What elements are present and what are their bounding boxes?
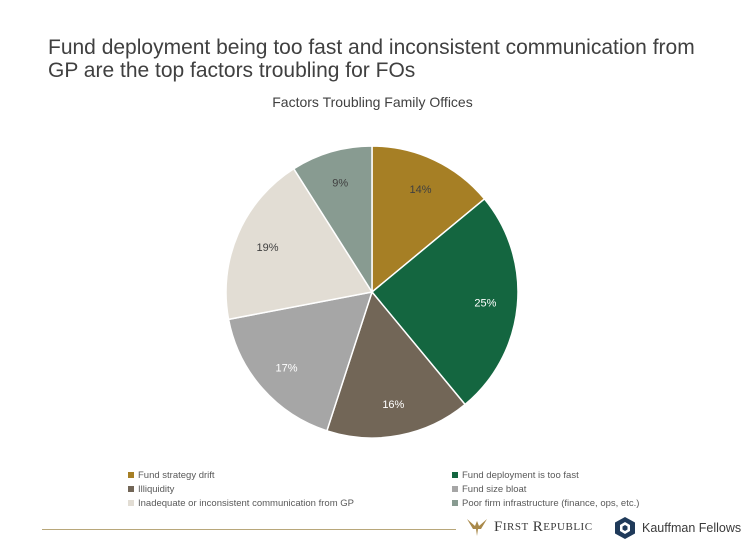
pie-data-label-3: 16% (382, 399, 404, 411)
page-title: Fund deployment being too fast and incon… (48, 36, 695, 82)
legend-swatch (452, 472, 458, 478)
logo-letter-r: R (532, 518, 544, 535)
kauffman-cube-icon (615, 517, 635, 539)
kauffman-fellows-logo: Kauffman Fellows (613, 516, 741, 540)
pie-data-label-1: 14% (409, 184, 431, 196)
legend-label: Inadequate or inconsistent communication… (138, 497, 354, 509)
legend-swatch (128, 472, 134, 478)
pie-slice-4 (227, 291, 374, 432)
legend-item-fund-size-bloat: Fund size bloat (452, 483, 688, 495)
chart-title: Factors Troubling Family Offices (272, 94, 473, 110)
legend-item-illiquidity: Illiquidity (128, 483, 452, 495)
legend-label: Fund size bloat (462, 483, 527, 495)
eagle-icon (467, 519, 487, 536)
pie-data-label-5: 19% (256, 242, 278, 254)
legend-label: Fund deployment is too fast (462, 469, 579, 481)
legend-item-inconsistent-communication: Inadequate or inconsistent communication… (128, 497, 452, 509)
legend-item-fund-deployment-too-fast: Fund deployment is too fast (452, 469, 688, 481)
legend-swatch (452, 486, 458, 492)
pie-slice-1 (371, 145, 486, 294)
logo-letter-f: F (494, 518, 503, 535)
pie-slice-6 (292, 145, 373, 295)
pie-slice-5 (225, 167, 374, 321)
pie-slice-3 (325, 290, 467, 439)
legend-item-poor-firm-infrastructure: Poor firm infrastructure (finance, ops, … (452, 497, 688, 509)
kauffman-fellows-text: Kauffman Fellows (642, 521, 742, 535)
legend-swatch (128, 486, 134, 492)
pie-data-label-2: 25% (474, 298, 496, 310)
chart-legend: Fund strategy drift Fund deployment is t… (128, 469, 688, 509)
legend-label: Fund strategy drift (138, 469, 215, 481)
legend-item-fund-strategy-drift: Fund strategy drift (128, 469, 452, 481)
legend-label: Poor firm infrastructure (finance, ops, … (462, 497, 640, 509)
pie-data-label-4: 17% (276, 362, 298, 374)
legend-swatch (128, 500, 134, 506)
pie-slice-2 (370, 197, 519, 406)
logo-letters-irst: IRST (502, 521, 529, 533)
legend-swatch (452, 500, 458, 506)
footer-divider (42, 529, 456, 530)
pie-data-label-6: 9% (332, 178, 348, 190)
first-republic-logo: F IRST R EPUBLIC (466, 517, 593, 537)
logo-letters-epublic: EPUBLIC (543, 521, 593, 533)
legend-label: Illiquidity (138, 483, 175, 495)
